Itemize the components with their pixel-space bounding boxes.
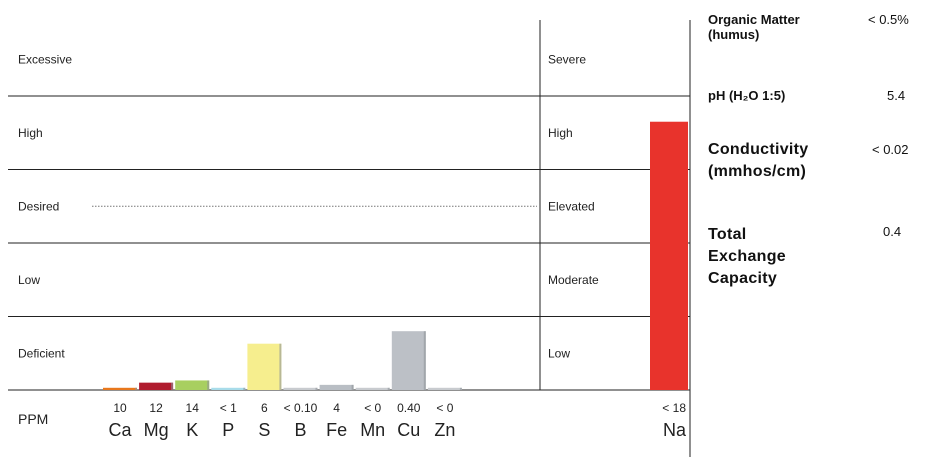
ph-value: 5.4	[887, 88, 906, 103]
value-label-mn: < 0	[364, 401, 381, 415]
category-label-zn: Zn	[434, 420, 455, 440]
soil-nutrient-chart: Excessive Severe High High Desired Elevated Lo…	[8, 20, 691, 457]
value-label-k: 14	[186, 401, 200, 415]
bar-shadow-zn	[459, 387, 462, 390]
conductivity-value: < 0.02	[872, 142, 909, 157]
exchange-capacity-label: Total Exchange Capacity	[708, 224, 786, 290]
bar-k	[175, 380, 210, 390]
organic-matter-label-line: Organic Matter	[708, 12, 800, 27]
bar-shadow-cu	[423, 331, 426, 390]
bar-shadow-p	[243, 387, 246, 390]
bar-fe	[319, 384, 354, 390]
sodium-level-label: Moderate	[548, 273, 599, 287]
value-label-cu: 0.40	[397, 401, 421, 415]
organic-matter-label-line: (humus)	[708, 27, 760, 42]
exchange-capacity-label-line: Total	[708, 226, 747, 243]
category-label-cu: Cu	[397, 420, 420, 440]
value-label-p: < 1	[220, 401, 237, 415]
value-label-mg: 12	[149, 401, 163, 415]
category-label-na: Na	[663, 420, 687, 440]
nutrient-level-label: Low	[18, 273, 40, 287]
value-label-b: < 0.10	[284, 401, 318, 415]
ppm-row-label: PPM	[18, 411, 48, 427]
bar-shadow-mn	[387, 387, 390, 390]
category-label-fe: Fe	[326, 420, 347, 440]
bar-shadow-b	[315, 387, 318, 390]
exchange-capacity-label-line: Exchange	[708, 248, 786, 265]
bar-p	[211, 387, 246, 390]
value-label-na: < 18	[662, 401, 686, 415]
organic-matter-value: < 0.5%	[868, 12, 909, 27]
bar-ca	[103, 387, 137, 390]
value-label-ca: 10	[113, 401, 127, 415]
sodium-level-label: Severe	[548, 52, 586, 66]
conductivity-label-line: (mmhos/cm)	[708, 163, 807, 180]
bar-zn	[427, 387, 462, 390]
bar-b	[283, 387, 318, 390]
exchange-capacity-label-line: Capacity	[708, 270, 778, 287]
bar-shadow-ca	[135, 387, 137, 390]
soil-properties-panel: Organic Matter (humus) < 0.5% pH (H₂O 1:…	[702, 0, 928, 457]
sodium-level-label: Low	[548, 346, 570, 360]
nutrient-level-label: Desired	[18, 199, 59, 213]
conductivity-label-line: Conductivity	[708, 141, 809, 158]
sodium-level-label: Elevated	[548, 199, 595, 213]
category-label-b: B	[294, 420, 306, 440]
nutrient-level-label: Excessive	[18, 52, 72, 66]
category-label-k: K	[186, 420, 198, 440]
value-label-fe: 4	[333, 401, 340, 415]
bar-cu	[391, 331, 426, 390]
bar-shadow-k	[207, 380, 210, 390]
value-label-zn: < 0	[436, 401, 453, 415]
exchange-capacity-value: 0.4	[883, 224, 902, 239]
bar-s	[247, 343, 282, 390]
conductivity-label: Conductivity (mmhos/cm)	[708, 139, 809, 183]
ph-label: pH (H₂O 1:5)	[708, 88, 786, 103]
nutrient-level-label: High	[18, 126, 43, 140]
bar-shadow-fe	[351, 384, 354, 390]
value-label-s: 6	[261, 401, 268, 415]
nutrient-level-label: Deficient	[18, 346, 65, 360]
category-label-p: P	[222, 420, 234, 440]
bar-shadow-mg	[171, 382, 174, 390]
bar-mn	[355, 387, 390, 390]
sodium-level-label: High	[548, 126, 573, 140]
bar-shadow-s	[279, 343, 282, 390]
category-label-s: S	[258, 420, 270, 440]
category-label-mn: Mn	[360, 420, 385, 440]
category-label-ca: Ca	[108, 420, 132, 440]
bar-na	[650, 121, 688, 390]
category-label-mg: Mg	[144, 420, 169, 440]
bar-mg	[139, 382, 174, 390]
organic-matter-label: Organic Matter (humus)	[708, 12, 800, 42]
